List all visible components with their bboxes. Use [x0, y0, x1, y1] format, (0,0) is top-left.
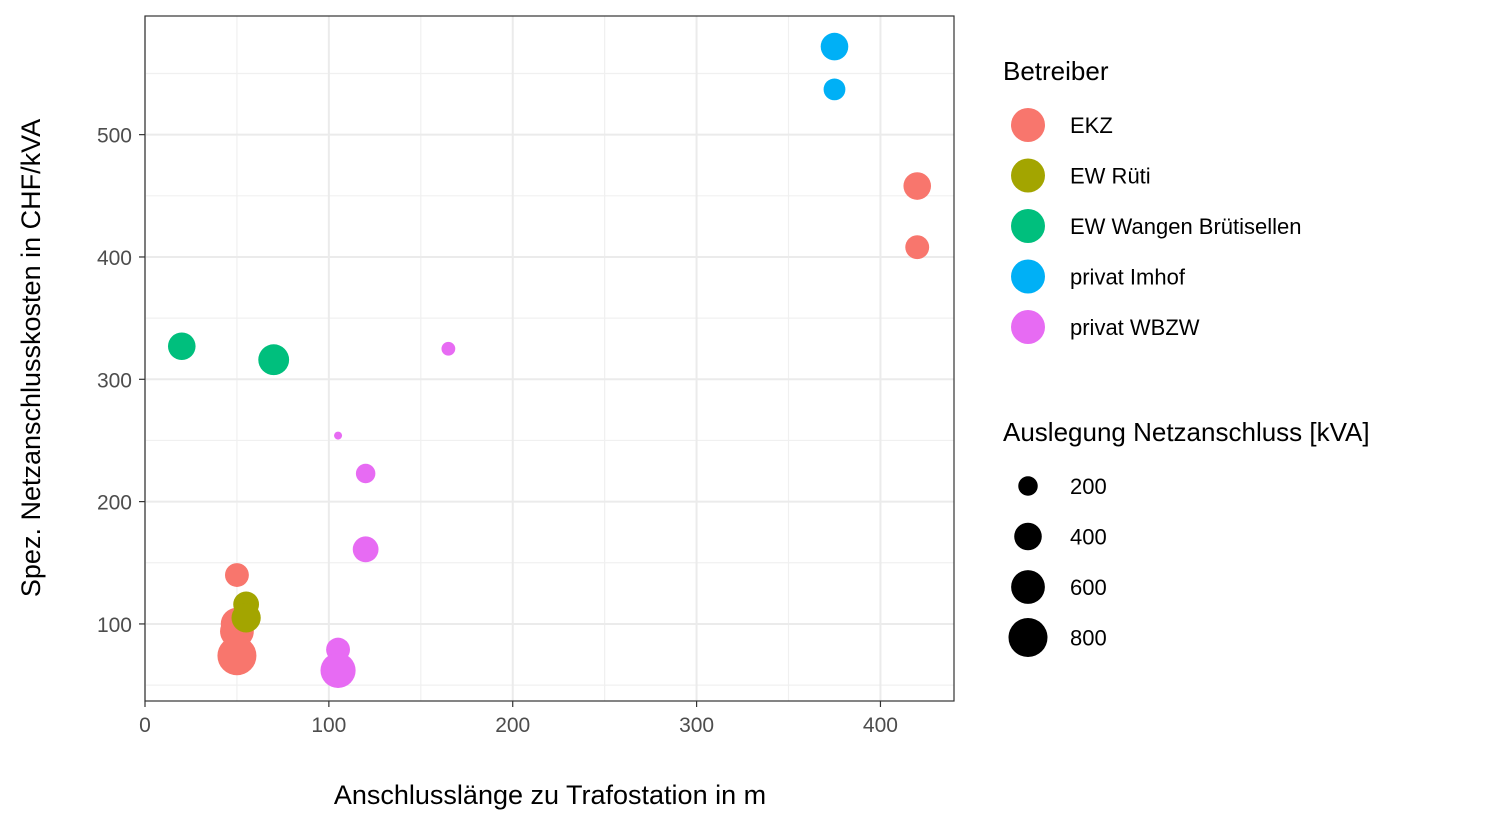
points — [167, 32, 932, 688]
data-point — [258, 344, 290, 376]
data-point — [167, 332, 196, 361]
legend-key — [1011, 158, 1045, 193]
size-legend: 200 400 600 800 — [1008, 474, 1107, 657]
y-tick-label: 500 — [97, 125, 132, 148]
size-legend-key — [1008, 618, 1048, 657]
legend-key — [1011, 259, 1045, 294]
legend-label: privat WBZW — [1070, 315, 1200, 340]
legend-key — [1011, 310, 1045, 344]
x-tick-label: 200 — [495, 714, 530, 737]
data-point — [823, 78, 846, 101]
legend-label: EKZ — [1070, 113, 1113, 138]
y-tick-label: 300 — [97, 369, 132, 392]
data-point — [224, 563, 249, 587]
size-legend-label: 600 — [1070, 575, 1107, 600]
size-legend-key — [1011, 570, 1045, 604]
size-legend-title: Auslegung Netzanschluss [kVA] — [1003, 417, 1370, 447]
legend-label: EW Rüti — [1070, 164, 1151, 189]
data-point — [903, 172, 932, 200]
x-tick-label: 100 — [311, 714, 346, 737]
data-point — [334, 431, 343, 440]
color-legend-title: Betreiber — [1003, 56, 1109, 86]
data-point — [905, 235, 930, 260]
legend-key — [1011, 209, 1045, 243]
axes: 0 100 200 300 400 100 200 300 400 500 — [97, 125, 898, 737]
x-axis-label: Anschlusslänge zu Trafostation in m — [334, 780, 766, 810]
data-point — [820, 32, 849, 61]
x-tick-label: 300 — [679, 714, 714, 737]
legend-key — [1011, 108, 1045, 142]
y-tick-label: 400 — [97, 247, 132, 270]
size-legend-label: 800 — [1070, 626, 1107, 651]
x-tick-label: 400 — [863, 714, 898, 737]
legend-label: EW Wangen Brütisellen — [1070, 214, 1302, 239]
size-legend-label: 200 — [1070, 474, 1107, 499]
data-point — [441, 341, 456, 356]
data-point — [231, 603, 261, 633]
size-legend-label: 400 — [1070, 525, 1107, 550]
panel-border — [144, 15, 955, 702]
y-tick-label: 100 — [97, 614, 132, 637]
size-legend-key — [1014, 522, 1042, 551]
data-point — [320, 652, 356, 688]
y-axis-label: Spez. Netzanschlusskosten in CHF/kVA — [16, 119, 46, 597]
x-tick-label: 0 — [139, 714, 151, 737]
color-legend: EKZ EW Rüti EW Wangen Brütisellen privat Im… — [1011, 108, 1302, 344]
data-point — [352, 536, 379, 563]
legend-label: privat Imhof — [1070, 265, 1186, 290]
size-legend-key — [1018, 476, 1038, 496]
y-tick-label: 200 — [97, 492, 132, 515]
data-point — [355, 463, 376, 484]
data-point — [217, 636, 257, 676]
